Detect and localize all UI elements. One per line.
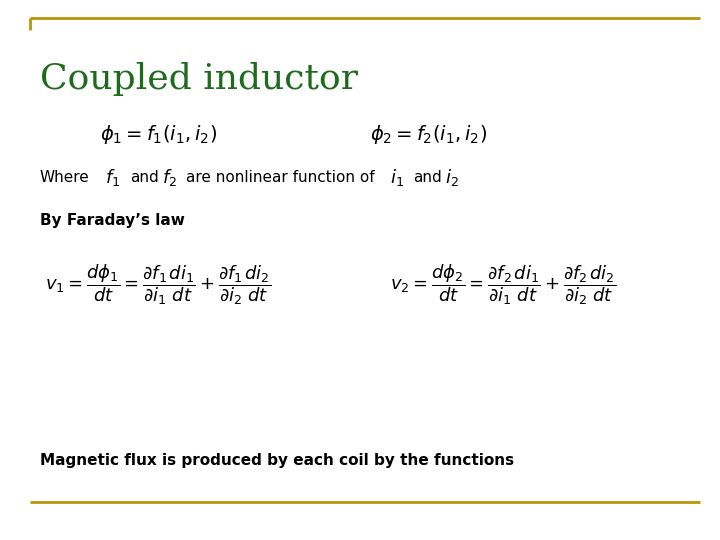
- Text: $v_2 = \dfrac{d\phi_2}{dt} = \dfrac{\partial f_2}{\partial i_1}\dfrac{di_1}{dt} : $v_2 = \dfrac{d\phi_2}{dt} = \dfrac{\par…: [390, 262, 616, 307]
- Text: and: and: [130, 170, 158, 185]
- Text: $f_1$: $f_1$: [105, 166, 120, 187]
- Text: Where: Where: [40, 170, 90, 185]
- Text: By Faraday’s law: By Faraday’s law: [40, 213, 185, 227]
- Text: and: and: [413, 170, 442, 185]
- Text: $\phi_2 = f_2(i_1, i_2)$: $\phi_2 = f_2(i_1, i_2)$: [370, 124, 487, 146]
- Text: Coupled inductor: Coupled inductor: [40, 62, 358, 96]
- Text: Magnetic flux is produced by each coil by the functions: Magnetic flux is produced by each coil b…: [40, 453, 514, 468]
- Text: $v_1 = \dfrac{d\phi_1}{dt} = \dfrac{\partial f_1}{\partial i_1}\dfrac{di_1}{dt} : $v_1 = \dfrac{d\phi_1}{dt} = \dfrac{\par…: [45, 262, 271, 307]
- Text: $\phi_1 = f_1(i_1, i_2)$: $\phi_1 = f_1(i_1, i_2)$: [100, 124, 217, 146]
- Text: $f_2$: $f_2$: [162, 166, 177, 187]
- Text: $i_1$: $i_1$: [390, 166, 404, 187]
- Text: $i_2$: $i_2$: [445, 166, 459, 187]
- Text: are nonlinear function of: are nonlinear function of: [186, 170, 374, 185]
